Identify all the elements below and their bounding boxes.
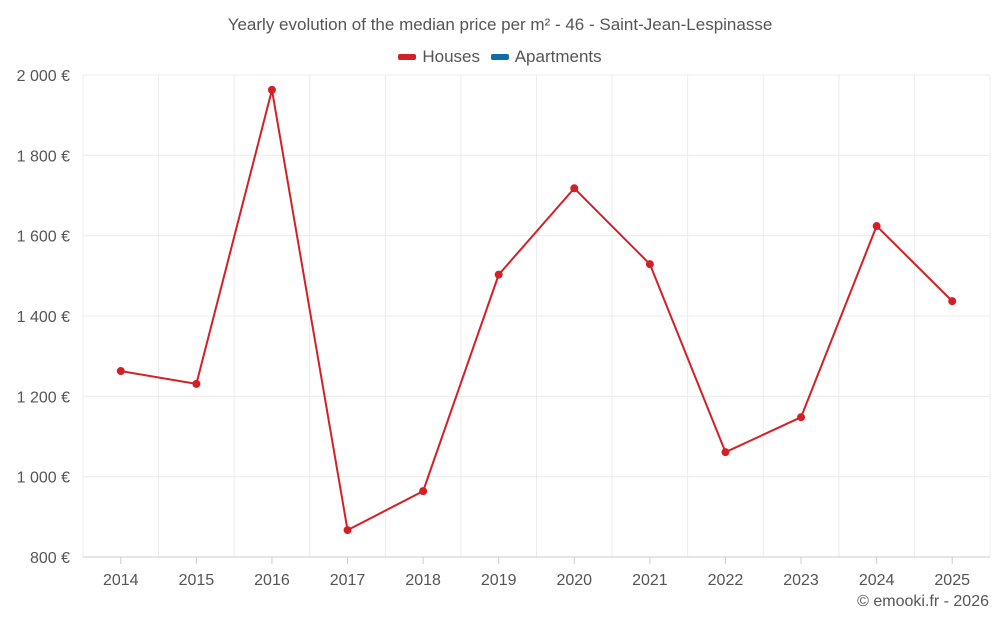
x-tick-label: 2015 xyxy=(179,572,215,589)
x-tick-label: 2021 xyxy=(632,572,668,589)
data-point-houses[interactable] xyxy=(645,260,654,269)
y-tick-label: 1 800 € xyxy=(17,148,70,165)
legend-item-apartments[interactable]: Apartments xyxy=(490,47,602,67)
data-point-houses[interactable] xyxy=(192,379,201,388)
data-point-houses[interactable] xyxy=(116,367,125,376)
legend-swatch-apartments xyxy=(490,54,509,60)
x-tick-label: 2014 xyxy=(103,572,139,589)
x-tick-label: 2018 xyxy=(405,572,441,589)
data-point-houses[interactable] xyxy=(797,413,806,422)
grid-lines xyxy=(82,74,991,558)
data-point-houses[interactable] xyxy=(494,270,503,279)
credit-text: © emooki.fr - 2026 xyxy=(857,593,989,610)
y-tick-label: 1 000 € xyxy=(17,470,70,487)
y-tick-label: 1 600 € xyxy=(17,229,70,246)
series-line-houses xyxy=(120,88,953,532)
legend-swatch-houses xyxy=(398,54,417,60)
x-tick-label: 2024 xyxy=(859,572,895,589)
x-tick-label: 2020 xyxy=(556,572,592,589)
data-point-houses[interactable] xyxy=(948,297,957,306)
chart-title: Yearly evolution of the median price per… xyxy=(227,15,773,34)
data-point-houses[interactable] xyxy=(267,85,276,94)
x-tick-label: 2025 xyxy=(934,572,970,589)
x-tick-label: 2022 xyxy=(708,572,744,589)
y-tick-label: 800 € xyxy=(30,550,70,567)
data-point-houses[interactable] xyxy=(872,222,881,231)
data-point-houses[interactable] xyxy=(721,448,730,457)
legend-label-apartments: Apartments xyxy=(514,47,602,66)
x-tick-label: 2023 xyxy=(783,572,819,589)
legend-item-houses[interactable]: Houses xyxy=(398,47,480,67)
data-point-houses[interactable] xyxy=(570,184,579,193)
y-tick-label: 2 000 € xyxy=(17,68,70,85)
y-tick-label: 1 400 € xyxy=(17,309,70,326)
x-axis-ticks: 2014 2015 2016 2017 2018 2019 2020 2021 2022 2023… xyxy=(103,557,970,589)
x-tick-label: 2019 xyxy=(481,572,517,589)
x-tick-label: 2017 xyxy=(330,572,366,589)
data-point-houses[interactable] xyxy=(419,487,428,496)
x-tick-label: 2016 xyxy=(254,572,290,589)
y-axis-ticks: 800 € 1 000 € 1 200 € 1 400 € 1 600 € 1 800 €… xyxy=(17,68,70,567)
data-point-houses[interactable] xyxy=(343,526,352,535)
legend: Houses Apartments xyxy=(0,45,1000,67)
legend-label-houses: Houses xyxy=(422,47,480,66)
series-layer xyxy=(116,85,957,535)
y-tick-label: 1 200 € xyxy=(17,389,70,406)
